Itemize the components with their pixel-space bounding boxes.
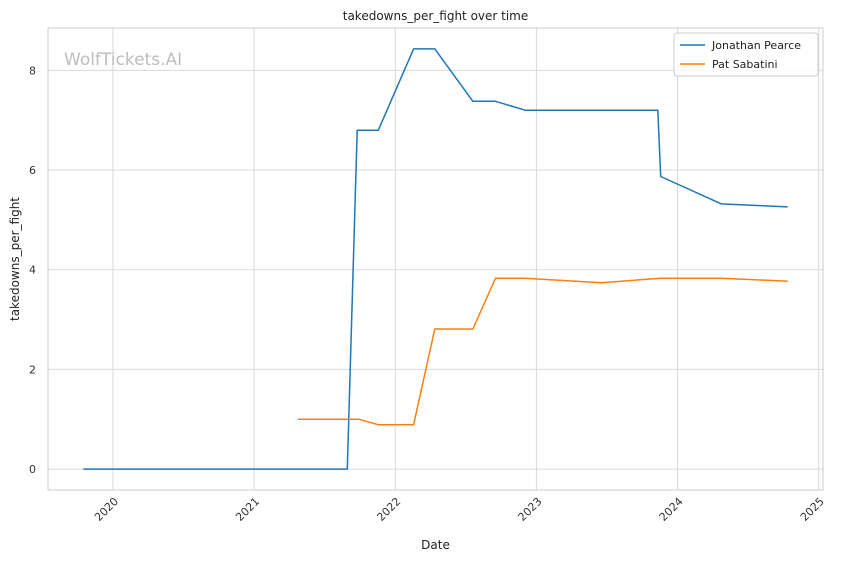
- series-line-pat-sabatini: [297, 277, 788, 426]
- y-tick-label: 0: [29, 463, 36, 476]
- legend: Jonathan Pearce Pat Sabatini: [673, 32, 819, 77]
- watermark-text: WolfTickets.AI: [64, 50, 182, 70]
- x-tick-label: 2024: [657, 495, 686, 524]
- x-tick-label: 2023: [516, 495, 545, 524]
- y-tick-label: 2: [29, 363, 36, 376]
- y-axis-label: takedowns_per_fight: [8, 197, 22, 321]
- x-tick-label: 2025: [798, 495, 827, 524]
- legend-label-jonathan-pearce: Jonathan Pearce: [711, 39, 801, 52]
- legend-label-pat-sabatini: Pat Sabatini: [712, 58, 778, 71]
- y-tick-label: 6: [29, 164, 36, 177]
- x-tick-label: 2020: [92, 495, 121, 524]
- x-axis-ticks: 2020 2021 2022 2023 2024 2025: [92, 495, 827, 524]
- plot-area: [47, 27, 824, 491]
- grid: [48, 28, 823, 490]
- y-tick-label: 4: [29, 264, 36, 277]
- series-group: [83, 48, 788, 470]
- chart-title: takedowns_per_fight over time: [343, 9, 529, 23]
- series-line-jonathan-pearce: [83, 48, 788, 470]
- x-tick-label: 2021: [233, 495, 262, 524]
- y-axis-ticks: 0 2 4 6 8: [29, 64, 36, 476]
- y-tick-label: 8: [29, 64, 36, 77]
- x-axis-label: Date: [421, 538, 450, 552]
- legend-box: [673, 32, 819, 77]
- x-tick-label: 2022: [374, 495, 403, 524]
